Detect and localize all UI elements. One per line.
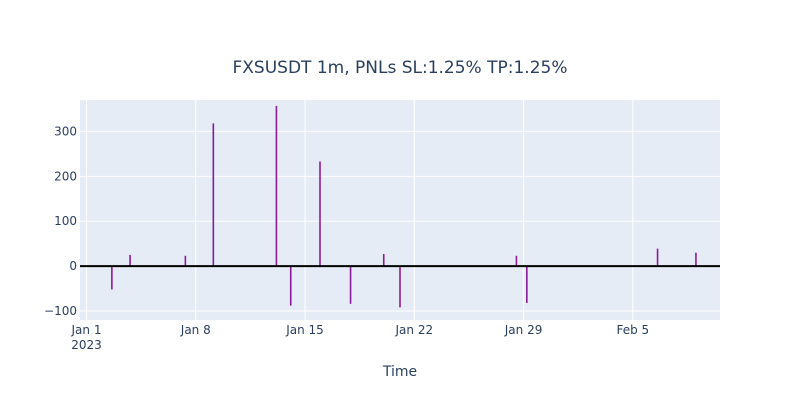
y-tick-label: 0 bbox=[69, 259, 77, 273]
grid-lines bbox=[80, 100, 720, 320]
pnl-bars bbox=[111, 105, 697, 308]
y-tick-label: 200 bbox=[54, 169, 77, 183]
x-tick-label: Feb 5 bbox=[616, 323, 649, 337]
chart-title: FXSUSDT 1m, PNLs SL:1.25% TP:1.25% bbox=[233, 58, 568, 78]
y-axis: −100 0 100 200 300 bbox=[44, 124, 77, 318]
x-tick-label: Jan 22 bbox=[395, 323, 434, 337]
x-tick-label: Jan 8 bbox=[180, 323, 211, 337]
x-tick-label: Jan 1 bbox=[71, 323, 102, 337]
y-tick-label: −100 bbox=[44, 304, 77, 318]
x-tick-label: Jan 29 bbox=[504, 323, 543, 337]
y-tick-label: 300 bbox=[54, 124, 77, 138]
y-tick-label: 100 bbox=[54, 214, 77, 228]
x-axis-title: Time bbox=[382, 364, 417, 380]
x-tick-label: Jan 15 bbox=[285, 323, 324, 337]
x-tick-year-label: 2023 bbox=[71, 338, 102, 352]
